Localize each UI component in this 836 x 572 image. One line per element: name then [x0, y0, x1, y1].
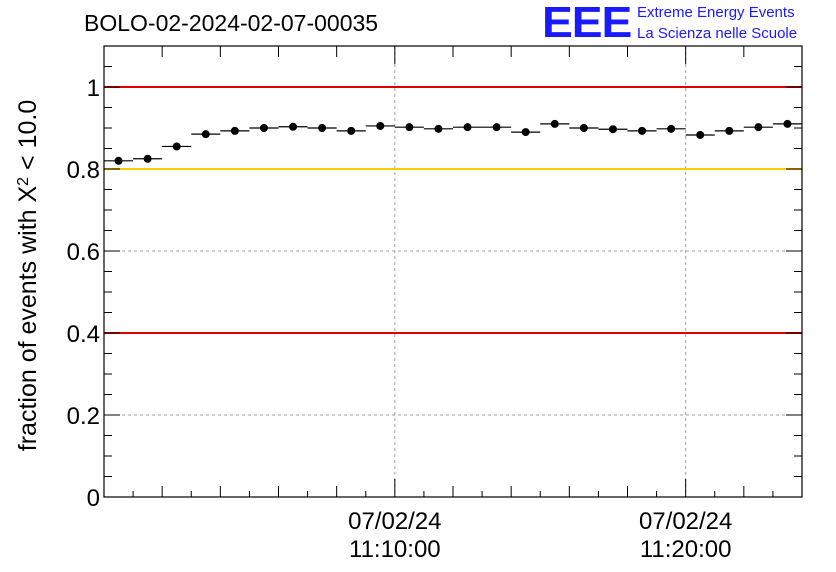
logo-line-1: Extreme Energy Events: [637, 4, 795, 21]
y-tick-label: 0.4: [67, 321, 100, 348]
y-tick-label: 0.8: [67, 157, 100, 184]
data-points: [104, 119, 802, 165]
data-point: [783, 119, 792, 128]
data-point: [667, 124, 676, 133]
data-point: [318, 124, 327, 132]
chart-title: BOLO-02-2024-02-07-00035: [84, 10, 379, 36]
y-axis-label: fraction of events with X2 < 10.0: [14, 100, 42, 451]
data-point: [579, 124, 588, 132]
data-point: [143, 154, 152, 163]
x-tick-time-label: 11:20:00: [640, 536, 732, 563]
axis-ticks: [103, 45, 803, 498]
x-tick-time-label: 11:10:00: [349, 536, 441, 563]
data-point: [754, 123, 763, 132]
data-point: [259, 124, 268, 132]
logo-line-2: La Scienza nelle Scuole: [637, 25, 798, 42]
reference-lines: [104, 86, 802, 334]
data-point: [608, 125, 617, 134]
grid-layer: [104, 46, 802, 497]
y-tick-label: 1: [87, 75, 100, 102]
data-point: [696, 130, 705, 139]
plot-frame: [103, 45, 803, 498]
data-point: [725, 126, 734, 135]
x-tick-date-label: 07/02/24: [639, 508, 732, 535]
data-point: [434, 124, 443, 133]
data-point: [347, 126, 356, 135]
data-point: [492, 123, 501, 132]
data-point: [172, 142, 181, 151]
data-point: [405, 123, 414, 132]
data-point: [289, 122, 298, 131]
x-tick-date-label: 07/02/24: [348, 508, 441, 535]
data-point: [463, 123, 472, 132]
y-tick-label: 0.2: [67, 403, 100, 430]
data-point: [638, 126, 647, 135]
data-point: [550, 119, 559, 128]
logo-mark: EEE: [542, 0, 632, 47]
tick-labels: 00.20.40.60.8107/02/2411:10:0007/02/2411…: [67, 75, 733, 563]
data-point: [114, 156, 123, 165]
data-point: [230, 126, 239, 135]
y-tick-label: 0.6: [67, 239, 100, 266]
data-point: [376, 121, 385, 130]
data-point: [521, 128, 530, 137]
data-point: [201, 130, 210, 139]
y-tick-label: 0: [87, 485, 100, 512]
